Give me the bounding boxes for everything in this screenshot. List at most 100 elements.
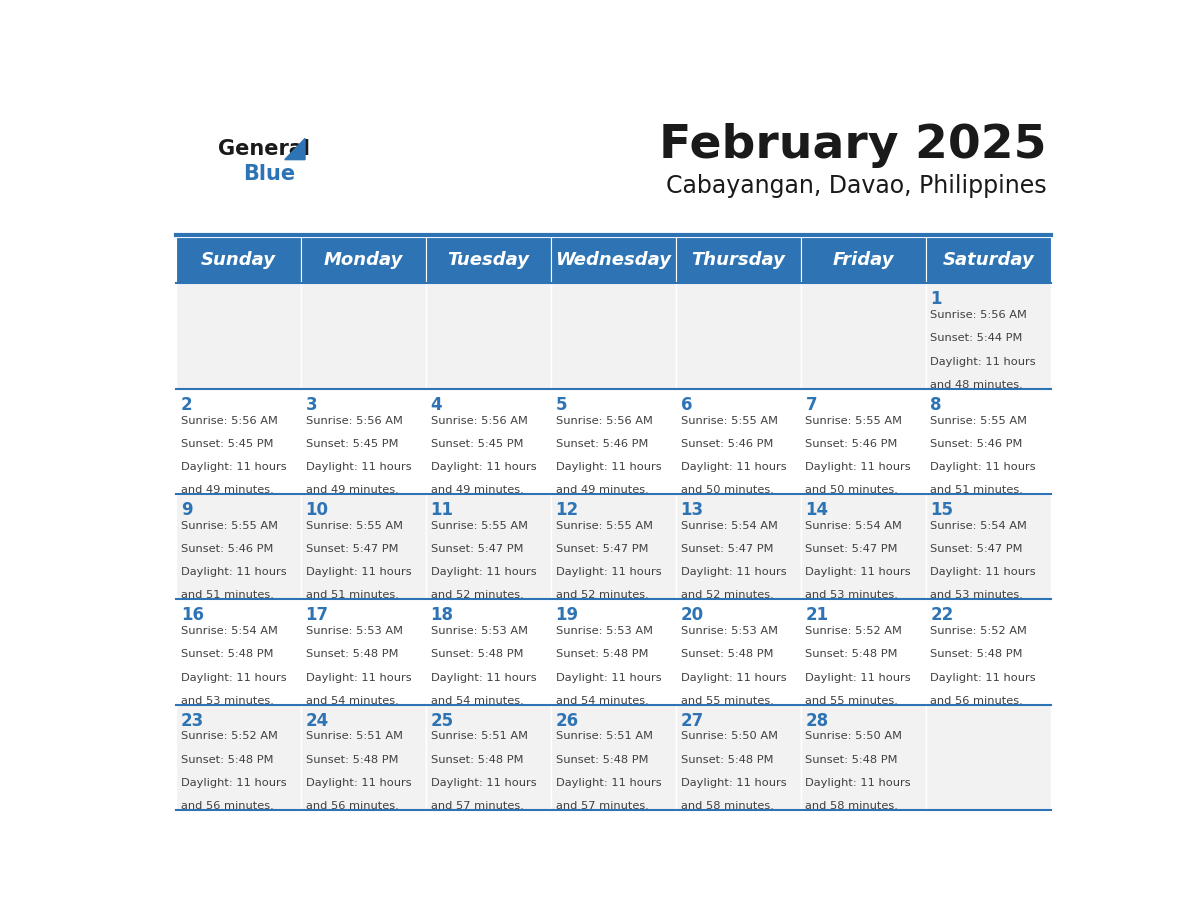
Bar [801,238,925,284]
Text: 16: 16 [181,607,203,624]
Text: Sunrise: 5:55 AM: Sunrise: 5:55 AM [930,416,1028,426]
Text: Sunset: 5:45 PM: Sunset: 5:45 PM [305,439,398,449]
Bar [301,599,426,705]
Text: Sunrise: 5:52 AM: Sunrise: 5:52 AM [805,626,903,636]
Bar [676,238,801,284]
Text: Monday: Monday [324,252,403,269]
Bar [551,388,676,494]
Bar [925,494,1051,599]
Text: Daylight: 11 hours: Daylight: 11 hours [930,356,1036,366]
Text: and 52 minutes.: and 52 minutes. [430,590,524,600]
Text: Sunrise: 5:54 AM: Sunrise: 5:54 AM [181,626,278,636]
Bar [551,284,676,388]
Text: Sunset: 5:48 PM: Sunset: 5:48 PM [805,649,898,659]
Text: Sunset: 5:48 PM: Sunset: 5:48 PM [181,755,273,765]
Text: Sunset: 5:47 PM: Sunset: 5:47 PM [556,544,649,554]
Text: Sunrise: 5:56 AM: Sunrise: 5:56 AM [930,310,1028,320]
Text: Sunrise: 5:54 AM: Sunrise: 5:54 AM [805,521,903,531]
Text: 19: 19 [556,607,579,624]
Text: Daylight: 11 hours: Daylight: 11 hours [181,462,286,472]
Text: Daylight: 11 hours: Daylight: 11 hours [681,567,786,577]
Text: Sunset: 5:47 PM: Sunset: 5:47 PM [805,544,898,554]
Text: and 56 minutes.: and 56 minutes. [930,696,1023,706]
Text: Tuesday: Tuesday [448,252,530,269]
Text: Sunrise: 5:53 AM: Sunrise: 5:53 AM [681,626,777,636]
Text: Daylight: 11 hours: Daylight: 11 hours [181,673,286,682]
Text: Thursday: Thursday [691,252,785,269]
Bar [176,238,301,284]
Text: Daylight: 11 hours: Daylight: 11 hours [930,567,1036,577]
Text: Sunset: 5:48 PM: Sunset: 5:48 PM [305,755,398,765]
Bar [426,494,551,599]
Text: Daylight: 11 hours: Daylight: 11 hours [556,778,662,788]
Text: Sunset: 5:44 PM: Sunset: 5:44 PM [930,333,1023,343]
Text: 7: 7 [805,396,817,414]
Text: and 53 minutes.: and 53 minutes. [181,696,273,706]
Bar [801,388,925,494]
Text: Daylight: 11 hours: Daylight: 11 hours [556,462,662,472]
Bar [676,705,801,810]
Text: and 49 minutes.: and 49 minutes. [556,485,649,495]
Text: Sunset: 5:47 PM: Sunset: 5:47 PM [305,544,398,554]
Text: 23: 23 [181,711,204,730]
Text: and 55 minutes.: and 55 minutes. [681,696,773,706]
Text: and 58 minutes.: and 58 minutes. [681,801,773,811]
Text: and 56 minutes.: and 56 minutes. [305,801,398,811]
Text: and 54 minutes.: and 54 minutes. [430,696,524,706]
Text: Sunrise: 5:51 AM: Sunrise: 5:51 AM [430,732,527,742]
Bar [925,599,1051,705]
Bar [176,388,301,494]
Polygon shape [285,139,305,160]
Text: Sunrise: 5:52 AM: Sunrise: 5:52 AM [930,626,1028,636]
Text: Sunrise: 5:53 AM: Sunrise: 5:53 AM [430,626,527,636]
Text: Sunset: 5:48 PM: Sunset: 5:48 PM [181,649,273,659]
Text: 22: 22 [930,607,954,624]
Text: Daylight: 11 hours: Daylight: 11 hours [930,462,1036,472]
Text: Sunrise: 5:55 AM: Sunrise: 5:55 AM [305,521,403,531]
Bar [676,388,801,494]
Text: Sunrise: 5:56 AM: Sunrise: 5:56 AM [305,416,403,426]
Text: Cabayangan, Davao, Philippines: Cabayangan, Davao, Philippines [665,174,1047,197]
Text: 5: 5 [556,396,567,414]
Bar [176,705,301,810]
Bar [801,705,925,810]
Text: Sunset: 5:48 PM: Sunset: 5:48 PM [805,755,898,765]
Text: Sunset: 5:48 PM: Sunset: 5:48 PM [930,649,1023,659]
Text: Daylight: 11 hours: Daylight: 11 hours [805,673,911,682]
Text: Blue: Blue [244,163,296,184]
Bar [426,238,551,284]
Text: Sunrise: 5:55 AM: Sunrise: 5:55 AM [805,416,903,426]
Bar [301,705,426,810]
Text: Sunrise: 5:51 AM: Sunrise: 5:51 AM [305,732,403,742]
Text: and 48 minutes.: and 48 minutes. [930,380,1023,390]
Text: Sunset: 5:45 PM: Sunset: 5:45 PM [181,439,273,449]
Text: 13: 13 [681,501,703,519]
Bar [676,494,801,599]
Bar [551,705,676,810]
Text: 27: 27 [681,711,703,730]
Text: General: General [217,139,310,159]
Text: Sunrise: 5:51 AM: Sunrise: 5:51 AM [556,732,652,742]
Text: and 51 minutes.: and 51 minutes. [930,485,1023,495]
Text: Sunset: 5:46 PM: Sunset: 5:46 PM [556,439,647,449]
Bar [426,599,551,705]
Text: Sunrise: 5:53 AM: Sunrise: 5:53 AM [305,626,403,636]
Text: 20: 20 [681,607,703,624]
Text: 15: 15 [930,501,954,519]
Text: 28: 28 [805,711,828,730]
Text: Sunset: 5:46 PM: Sunset: 5:46 PM [805,439,898,449]
Bar [801,284,925,388]
Text: Saturday: Saturday [942,252,1035,269]
Text: Sunrise: 5:55 AM: Sunrise: 5:55 AM [181,521,278,531]
Text: 18: 18 [430,607,454,624]
Text: and 53 minutes.: and 53 minutes. [930,590,1023,600]
Bar [301,238,426,284]
Text: 10: 10 [305,501,329,519]
Text: Sunset: 5:48 PM: Sunset: 5:48 PM [556,649,649,659]
Text: 24: 24 [305,711,329,730]
Text: Sunset: 5:47 PM: Sunset: 5:47 PM [430,544,523,554]
Text: Sunday: Sunday [201,252,276,269]
Text: Sunrise: 5:55 AM: Sunrise: 5:55 AM [430,521,527,531]
Text: 11: 11 [430,501,454,519]
Text: and 49 minutes.: and 49 minutes. [305,485,398,495]
